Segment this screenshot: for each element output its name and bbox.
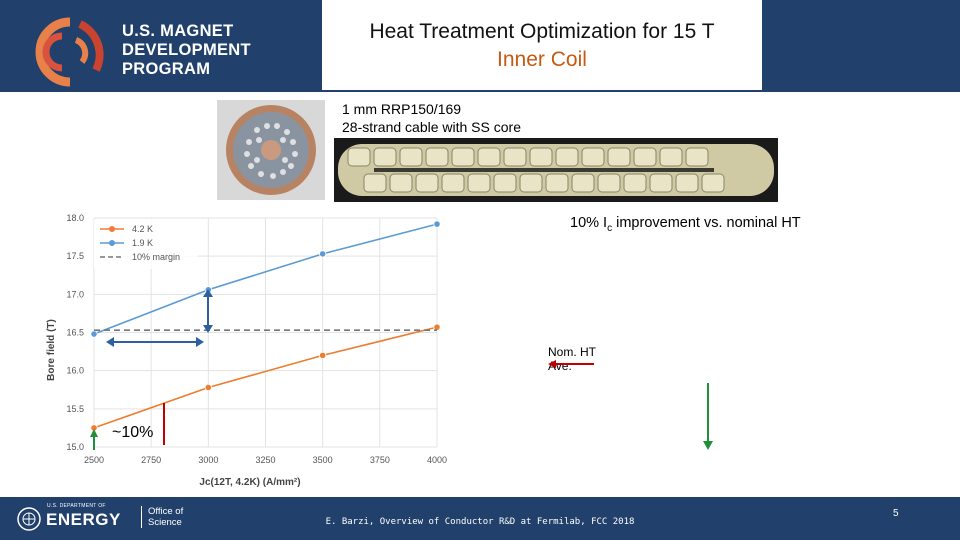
bore-field-chart: 15.0 15.5 16.0 16.5 17.0 17.5 18.0 2500 2750 300… (46, 213, 447, 488)
series-1k9-point (319, 250, 327, 258)
y-tick-label: 16.5 (66, 328, 84, 338)
chart-series (90, 220, 441, 432)
cable-description: 1 mm RRP150/169 28-strand cable with SS … (342, 100, 521, 136)
legend-label-margin: 10% margin (132, 252, 180, 262)
chart-y-axis-label: Bore field (T) (46, 319, 57, 381)
x-tick-label: 4000 (427, 455, 447, 465)
x-tick-label: 3750 (370, 455, 390, 465)
nominal-ht-arrows (548, 360, 713, 450)
cable-line-1: 1 mm RRP150/169 (342, 101, 462, 117)
series-1k9-line (93, 223, 438, 335)
footer-credit: E. Barzi, Overview of Conductor R&D at F… (325, 517, 635, 527)
y-tick-label: 15.0 (66, 442, 84, 452)
series-4k2-point (319, 351, 327, 359)
office-line-2: Science (148, 517, 182, 528)
header-band-right (762, 0, 960, 92)
improvement-prefix: 10% I (570, 215, 608, 231)
improvement-note: 10% Ic improvement vs. nominal HT (570, 215, 801, 234)
logo-line-1: U.S. MAGNET (122, 22, 234, 40)
series-1k9-point (433, 220, 441, 228)
slide-title: Heat Treatment Optimization for 15 T (369, 20, 715, 43)
cable-cross-section-photo (334, 138, 778, 202)
chart-y-ticks: 15.0 15.5 16.0 16.5 17.0 17.5 18.0 (66, 213, 84, 452)
y-tick-label: 18.0 (66, 213, 84, 223)
magnet-program-logo-icon (35, 17, 104, 87)
chart-x-axis-label: Jc(12T, 4.2K) (A/mm²) (199, 477, 300, 488)
x-tick-label: 3500 (313, 455, 333, 465)
doe-energy-wordmark: ENERGY (46, 510, 121, 529)
legend-marker-4k2 (109, 226, 115, 232)
footer (0, 497, 960, 540)
legend-label-4k2: 4.2 K (132, 224, 153, 234)
logo-line-3: PROGRAM (122, 60, 211, 78)
legend-marker-1k9 (109, 240, 115, 246)
x-tick-label: 2750 (141, 455, 161, 465)
y-tick-label: 16.0 (66, 366, 84, 376)
y-tick-label: 15.5 (66, 404, 84, 414)
logo-line-2: DEVELOPMENT (122, 41, 251, 59)
chart-legend: 4.2 K 1.9 K 10% margin (94, 219, 198, 269)
office-line-1: Office of (148, 506, 184, 517)
chart-x-ticks: 2500 2750 3000 3250 3500 3750 4000 (84, 455, 447, 465)
header: U.S. MAGNET DEVELOPMENT PROGRAM Heat Tre… (0, 0, 960, 92)
nom-ht-text: Nom. HT (548, 345, 596, 359)
improvement-subscript: c (607, 222, 613, 234)
office-of-science: Office of Science (141, 506, 183, 528)
x-tick-label: 3250 (255, 455, 275, 465)
header-rule (322, 90, 762, 92)
x-tick-label: 2500 (84, 455, 104, 465)
y-tick-label: 17.0 (66, 289, 84, 299)
slide-subtitle: Inner Coil (497, 48, 587, 71)
series-4k2-point (433, 323, 441, 331)
legend-label-1k9: 1.9 K (132, 238, 153, 248)
y-tick-label: 17.5 (66, 251, 84, 261)
doe-seal-icon (17, 507, 41, 531)
chart-grid (93, 217, 438, 448)
series-4k2-line (93, 326, 438, 429)
x-tick-label: 3000 (198, 455, 218, 465)
page-number: 5 (893, 508, 899, 519)
strand-cross-section-photo (217, 100, 325, 200)
series-1k9-point (90, 330, 98, 338)
improvement-suffix: improvement vs. nominal HT (612, 215, 801, 231)
doe-department-text: U.S. DEPARTMENT OF (47, 503, 106, 509)
approx-ten-percent: ~10% (112, 424, 154, 441)
logo-text: U.S. MAGNET DEVELOPMENT PROGRAM (122, 22, 251, 79)
series-4k2-point (204, 383, 212, 392)
cable-line-2: 28-strand cable with SS core (342, 119, 521, 135)
chart-annotation-arrows (90, 289, 213, 450)
